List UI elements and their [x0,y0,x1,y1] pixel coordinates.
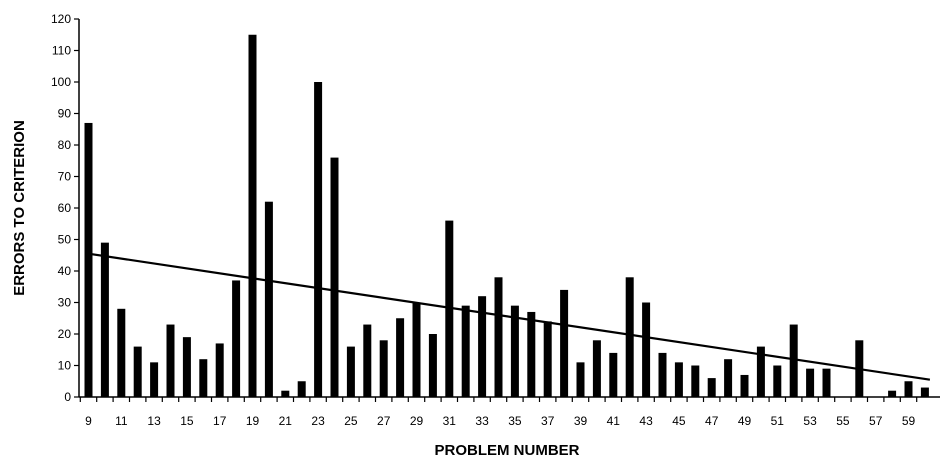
x-tick-label: 15 [180,414,194,428]
bar [346,346,355,397]
y-tick-label: 90 [58,107,72,121]
x-tick-label: 9 [85,414,92,428]
bar [691,365,700,397]
bar [609,352,618,397]
bar [150,362,159,397]
bar [674,362,683,397]
bar [182,337,191,397]
x-tick-label: 39 [574,414,588,428]
bar [658,352,667,397]
x-tick-label: 55 [836,414,850,428]
bar [756,346,765,397]
bar [100,242,109,397]
y-tick-label: 70 [58,170,72,184]
bar [215,343,224,397]
x-tick-label: 57 [869,414,883,428]
y-tick-label: 0 [64,390,71,404]
y-tick-label: 40 [58,264,72,278]
bar [494,277,503,397]
bar [920,387,929,397]
bar-series [84,34,929,397]
bar [363,324,372,397]
bar [379,340,388,397]
y-tick-label: 80 [58,138,72,152]
x-tick-label: 25 [344,414,358,428]
bar [166,324,175,397]
bar [527,311,536,397]
x-tick-label: 31 [443,414,457,428]
x-tick-label: 19 [246,414,260,428]
bar [314,82,323,397]
x-axis-title: PROBLEM NUMBER [435,442,580,459]
x-tick-label: 41 [607,414,621,428]
y-tick-label: 110 [52,44,71,58]
y-tick-label: 100 [51,75,71,89]
bar [461,305,470,397]
bar [904,381,913,397]
y-tick-label: 20 [58,327,72,341]
bar [707,378,716,397]
bar [428,334,437,397]
x-tick-label: 11 [115,414,128,428]
x-tick-label: 27 [377,414,391,428]
bar [560,289,569,397]
x-tick-label: 51 [771,414,785,428]
bar [117,308,126,397]
trend-line-group [88,252,931,381]
x-tick-label: 17 [213,414,227,428]
bar [133,346,142,397]
bar [592,340,601,397]
bar [888,390,897,397]
bar [625,277,634,397]
x-tick-label: 59 [902,414,916,428]
bar [330,157,339,397]
y-axis-title: ERRORS TO CRITERION [11,120,28,296]
bar [642,302,651,397]
bar [510,305,519,397]
x-tick-label: 29 [410,414,424,428]
bar [740,374,749,397]
trend-line [88,252,931,381]
x-tick-label: 43 [639,414,653,428]
y-tick-label: 10 [58,359,72,373]
bar [773,365,782,397]
bar [543,321,552,397]
x-tick-label: 37 [541,414,555,428]
y-tick-label: 60 [58,201,72,215]
x-tick-label: 21 [279,414,293,428]
bar [232,280,241,397]
bar [724,359,733,397]
bar [576,362,585,397]
bar [789,324,798,397]
bar [396,318,405,397]
bar [297,381,306,397]
x-tick-label: 49 [738,414,752,428]
x-tick-label: 35 [508,414,522,428]
x-tick-label: 45 [672,414,686,428]
bar [248,34,257,397]
bar [412,302,421,397]
x-tick-label: 53 [803,414,817,428]
bar [281,390,290,397]
x-tick-label: 33 [475,414,489,428]
bar [822,368,831,397]
y-axis: 0 10 20 30 40 50 60 70 80 90 100 110 120 [51,12,80,404]
y-tick-label: 50 [58,233,72,247]
bar [264,201,273,397]
bar [478,296,487,397]
x-tick-label: 23 [311,414,325,428]
y-tick-label: 120 [51,12,71,26]
bar [199,359,208,397]
bar [806,368,815,397]
y-tick-label: 30 [58,296,72,310]
x-tick-label: 13 [147,414,161,428]
bar [84,122,93,397]
x-tick-label: 47 [705,414,719,428]
x-axis: 9 11 13 15 17 19 21 23 25 27 29 31 33 35 37 39 41 43 45 47 4… [79,396,940,428]
